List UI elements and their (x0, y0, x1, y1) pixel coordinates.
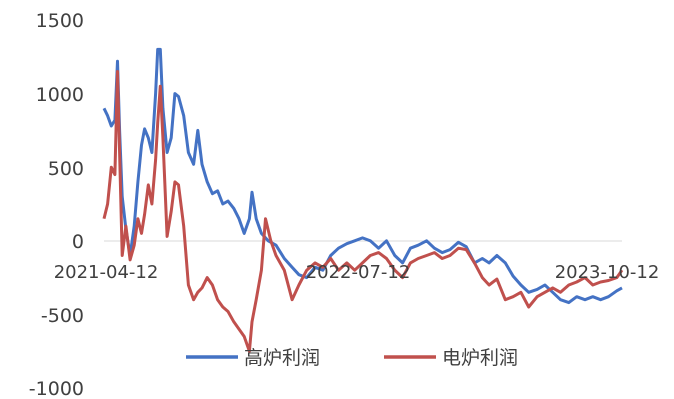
y-tick-label: 0 (72, 231, 84, 253)
y-tick-label: 500 (48, 158, 84, 180)
y-tick-label: 1000 (36, 84, 84, 106)
y-axis-ticks: 1500 1000 500 0 -500 -1000 (29, 10, 84, 399)
y-tick-label: 1500 (36, 10, 84, 32)
y-tick-label: -500 (41, 305, 84, 327)
x-tick-label: 2021-04-12 (54, 262, 159, 283)
series-line-electric-furnace (102, 70, 624, 353)
y-tick-label: -1000 (29, 378, 84, 399)
x-axis-ticks: 2021-04-12 2022-07-12 2023-10-12 (54, 262, 660, 283)
series-layer (102, 47, 624, 353)
x-tick-label: 2023-10-12 (555, 262, 660, 283)
legend-label-blast-furnace: 高炉利润 (244, 347, 320, 369)
series-line-blast-furnace (102, 47, 623, 305)
legend-label-electric-furnace: 电炉利润 (442, 347, 518, 369)
x-tick-label: 2022-07-12 (306, 262, 411, 283)
legend: 高炉利润 电炉利润 (186, 347, 518, 369)
